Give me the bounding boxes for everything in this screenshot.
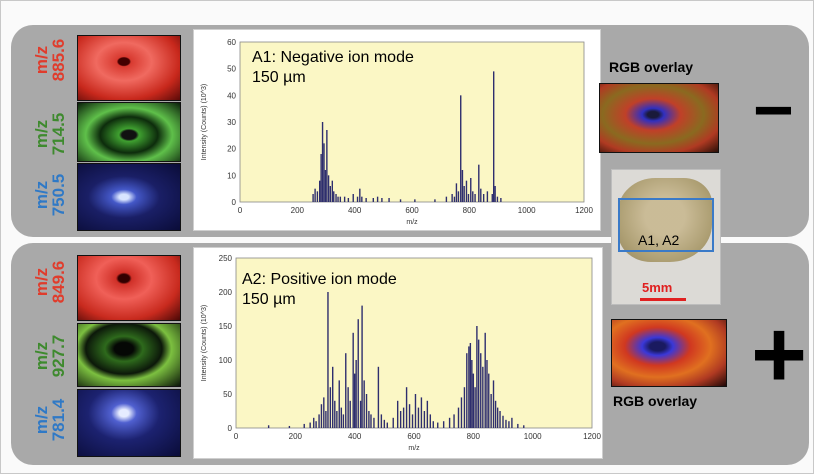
ion-image-green-top (77, 102, 181, 162)
neg-xtick-5: 1000 (518, 206, 536, 215)
rgb-overlay-label-top: RGB overlay (609, 59, 694, 75)
neg-ytick-0: 0 (232, 198, 237, 207)
pos-xtick-1: 200 (289, 432, 303, 441)
neg-ytick-5: 50 (227, 65, 236, 74)
pos-xlabel: m/z (408, 445, 420, 452)
pos-plot-area (235, 257, 593, 429)
neg-ytick-6: 60 (227, 38, 236, 47)
pos-ytick-3: 150 (219, 322, 233, 331)
ion-image-red-top (77, 35, 181, 101)
positive-sign: + (751, 301, 808, 408)
ion-label-top-2: m/z 714.5 (32, 112, 68, 156)
pos-xtick-3: 600 (407, 432, 421, 441)
ion-image-green-bot (77, 323, 181, 387)
ion-label-bot-3: m/z 781.4 (32, 398, 68, 442)
pos-xtick-4: 800 (467, 432, 481, 441)
pos-xtick-6: 1200 (583, 432, 601, 441)
pos-ytick-5: 250 (219, 254, 233, 263)
pos-ytick-4: 200 (219, 288, 233, 297)
neg-xtick-4: 800 (463, 206, 477, 215)
neg-ylabel: Intensity (Counts) (10^3) (201, 84, 208, 160)
negative-mode-panel: m/z 885.6 m/z 714.5 m/z 750.5 0 10 20 30 40 50 60… (11, 25, 809, 237)
pos-xtick-5: 1000 (524, 432, 542, 441)
neg-ytick-1: 10 (227, 171, 236, 180)
negative-sign: − (753, 71, 794, 149)
neg-xlabel: m/z (406, 219, 418, 226)
neg-xtick-6: 1200 (575, 206, 593, 215)
neg-xtick-0: 0 (238, 206, 243, 215)
negative-spectrum-chart: 0 10 20 30 40 50 60 0 200 400 600 800 1000 1200 m/z Int… (193, 29, 601, 231)
neg-plot-area (239, 41, 585, 203)
ion-label-bot-1: m/z 849.6 (32, 260, 68, 304)
positive-spectrum-chart: 0 50 100 150 200 250 0 200 400 600 800 1000 1200 m/z I… (193, 247, 603, 459)
ion-label-top-3: m/z 750.5 (32, 173, 68, 217)
positive-mode-panel: m/z 849.6 m/z 927.7 m/z 781.4 0 50 100 150 200 2… (11, 243, 809, 465)
neg-ytick-4: 40 (227, 91, 236, 100)
rgb-overlay-label-bot: RGB overlay (613, 393, 698, 409)
positive-spectrum-svg: 0 50 100 150 200 250 0 200 400 600 800 1000 1200 m/z I… (201, 254, 601, 452)
ion-label-top-1: m/z 885.6 (32, 38, 68, 82)
ion-image-blue-bot (77, 389, 181, 457)
pos-ytick-1: 50 (223, 390, 232, 399)
rgb-overlay-image-bot (611, 319, 727, 387)
pos-ytick-0: 0 (228, 424, 233, 433)
pos-xtick-2: 400 (348, 432, 362, 441)
rgb-overlay-image-top (599, 83, 719, 153)
ion-label-bot-2: m/z 927.7 (32, 334, 68, 378)
ion-image-blue-top (77, 163, 181, 231)
region-box-label: A1, A2 (638, 232, 680, 248)
ion-image-red-bot (77, 255, 181, 321)
region-box (618, 198, 714, 252)
negative-chart-title: A1: Negative ion mode 150 µm (252, 49, 414, 86)
neg-ytick-3: 30 (227, 118, 236, 127)
neg-ytick-2: 20 (227, 145, 236, 154)
pos-ylabel: Intensity (Counts) (10^3) (201, 305, 208, 381)
pos-xtick-0: 0 (234, 432, 239, 441)
neg-xtick-2: 400 (348, 206, 362, 215)
pos-ytick-2: 100 (219, 356, 233, 365)
scale-label: 5mm (642, 280, 673, 295)
tissue-sample (618, 178, 712, 262)
neg-xtick-1: 200 (291, 206, 305, 215)
scale-bar (640, 298, 686, 301)
neg-xtick-3: 600 (405, 206, 419, 215)
tissue-photo: A1, A2 5mm (611, 169, 721, 305)
positive-chart-title: A2: Positive ion mode 150 µm (242, 271, 397, 308)
